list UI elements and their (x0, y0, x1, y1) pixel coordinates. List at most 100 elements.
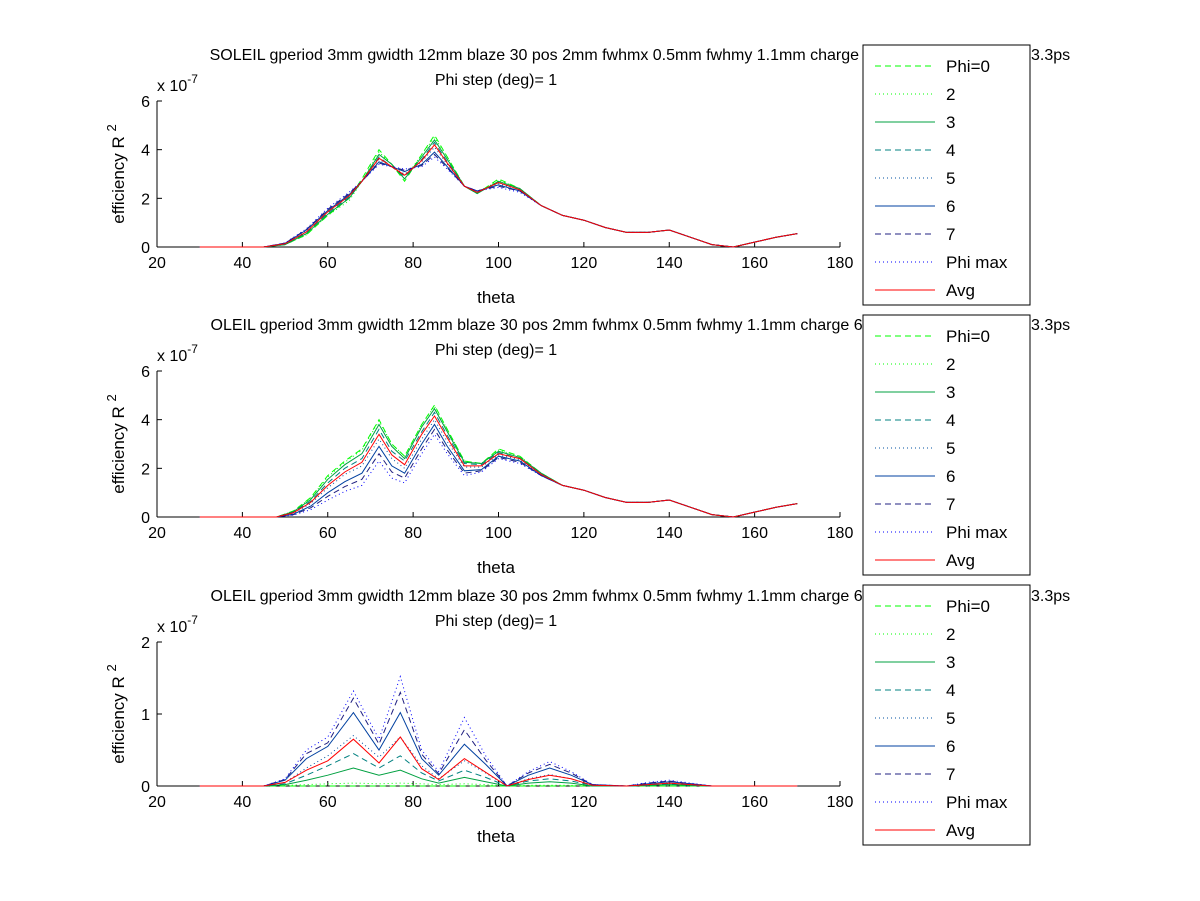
y-axis-label-text: efficiency R (109, 401, 128, 493)
legend-label: 7 (946, 765, 955, 784)
legend-label: 7 (946, 225, 955, 244)
y-multiplier-exponent: -7 (187, 613, 198, 627)
chart-subtitle: Phi step (deg)= 1 (435, 342, 557, 359)
chart-title-suffix: 3.3ps (1031, 588, 1070, 605)
y-tick-label: 1 (141, 707, 150, 724)
legend-box (862, 44, 1031, 306)
chart-title: OLEIL gperiod 3mm gwidth 12mm blaze 30 p… (211, 317, 872, 334)
y-axis-label: efficiency R 2 (104, 124, 128, 224)
legend-label: 5 (946, 169, 955, 188)
legend-label: Phi max (946, 253, 1008, 272)
legend-label: 7 (946, 495, 955, 514)
x-tick-label: 100 (485, 525, 512, 542)
y-multiplier-exponent: -7 (187, 72, 198, 86)
x-tick-label: 60 (319, 255, 337, 272)
y-tick-label: 0 (141, 779, 150, 796)
series-line-8 (199, 674, 798, 787)
x-tick-label: 80 (404, 794, 422, 811)
series-line-1 (199, 404, 798, 518)
chart-panel-2: 20 40 60 80 100 120 140 160 180 0 2 4 6 x 10-7 OLEIL g… (104, 314, 1070, 577)
y-multiplier: x 10-7 (157, 72, 198, 95)
y-tick-label: 4 (141, 143, 150, 160)
x-tick-label: 120 (571, 255, 598, 272)
series-line-4 (199, 753, 798, 787)
legend-label: 2 (946, 355, 955, 374)
x-tick-label: 140 (656, 794, 683, 811)
legend-label: Phi max (946, 793, 1008, 812)
series-line-9 (199, 143, 798, 248)
y-multiplier-base: x 10 (157, 348, 187, 365)
x-tick-label: 60 (319, 525, 337, 542)
legend-label: 2 (946, 625, 955, 644)
series-line-4 (199, 411, 798, 518)
legend-label: Avg (946, 281, 975, 300)
legend-label: 5 (946, 439, 955, 458)
legend-label: Avg (946, 551, 975, 570)
y-axis-label-exponent: 2 (104, 664, 119, 671)
y-axis-label-text: efficiency R (109, 671, 128, 763)
y-multiplier-exponent: -7 (187, 342, 198, 356)
y-tick-label: 0 (141, 510, 150, 527)
chart-panel-3: 20 40 60 80 100 120 140 160 180 0 1 2 x 10-7 OLEIL gp… (104, 584, 1070, 846)
x-tick-label: 160 (741, 525, 768, 542)
y-tick-label: 2 (141, 191, 150, 208)
x-tick-label: 20 (148, 255, 166, 272)
y-tick-label: 4 (141, 413, 150, 430)
legend-label: Phi max (946, 523, 1008, 542)
legend-label: Phi=0 (946, 57, 990, 76)
chart-subtitle: Phi step (deg)= 1 (435, 613, 557, 630)
x-tick-label: 60 (319, 794, 337, 811)
legend-label: 6 (946, 197, 955, 216)
y-axis-label-text: efficiency R (109, 131, 128, 223)
legend-box (862, 314, 1031, 576)
chart-panel-1: 20 40 60 80 100 120 140 160 180 0 2 4 6 x 10-7 SOLEIL … (104, 44, 1070, 307)
series-line-9 (199, 736, 798, 787)
x-tick-label: 120 (571, 794, 598, 811)
chart-title: OLEIL gperiod 3mm gwidth 12mm blaze 30 p… (211, 588, 872, 605)
series-line-6 (199, 711, 798, 787)
x-tick-label: 100 (485, 794, 512, 811)
legend-label: 4 (946, 411, 955, 430)
x-axis-label: theta (477, 558, 515, 577)
y-multiplier: x 10-7 (157, 613, 198, 636)
x-axis-label: theta (477, 288, 515, 307)
series-line-7 (199, 153, 798, 248)
y-axis-label: efficiency R 2 (104, 394, 128, 494)
y-axis-label-exponent: 2 (104, 124, 119, 131)
y-axis-label-exponent: 2 (104, 394, 119, 401)
y-multiplier-base: x 10 (157, 78, 187, 95)
legend-label: 3 (946, 113, 955, 132)
legend-label: 2 (946, 85, 955, 104)
legend-box (862, 584, 1031, 846)
x-tick-label: 40 (233, 525, 251, 542)
series-line-7 (199, 690, 798, 787)
y-tick-label: 2 (141, 461, 150, 478)
legend-label: 6 (946, 467, 955, 486)
series-line-2 (199, 782, 798, 787)
y-multiplier-base: x 10 (157, 619, 187, 636)
series-line-9 (199, 415, 798, 518)
legend-label: 5 (946, 709, 955, 728)
legend-label: 4 (946, 681, 955, 700)
chart-title-suffix: 3.3ps (1031, 47, 1070, 64)
x-tick-label: 180 (827, 525, 854, 542)
x-tick-label: 180 (827, 255, 854, 272)
chart-title-suffix: 3.3ps (1031, 317, 1070, 334)
x-tick-label: 100 (485, 255, 512, 272)
x-axis-label: theta (477, 827, 515, 846)
chart-title: SOLEIL gperiod 3mm gwidth 12mm blaze 30 … (210, 47, 873, 64)
x-tick-label: 20 (148, 794, 166, 811)
y-tick-label: 0 (141, 240, 150, 257)
legend-label: 4 (946, 141, 955, 160)
x-tick-label: 120 (571, 525, 598, 542)
y-tick-label: 6 (141, 94, 150, 111)
legend-label: 6 (946, 737, 955, 756)
chart-subtitle: Phi step (deg)= 1 (435, 72, 557, 89)
legend-label: Phi=0 (946, 597, 990, 616)
x-tick-label: 180 (827, 794, 854, 811)
legend-label: Phi=0 (946, 327, 990, 346)
y-axis-label: efficiency R 2 (104, 664, 128, 764)
x-tick-label: 40 (233, 255, 251, 272)
x-tick-label: 160 (741, 255, 768, 272)
